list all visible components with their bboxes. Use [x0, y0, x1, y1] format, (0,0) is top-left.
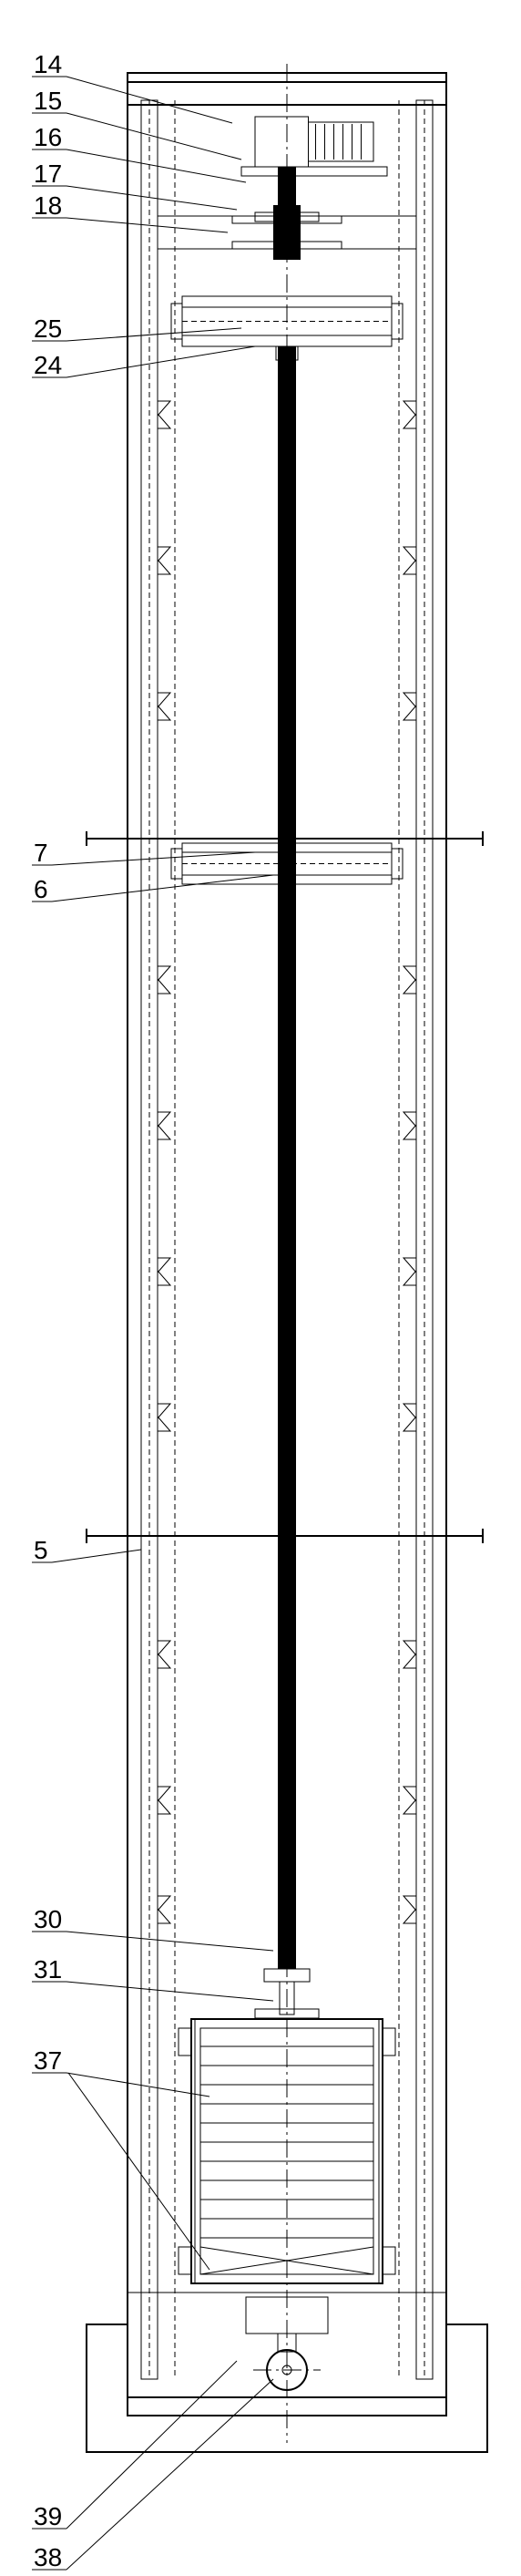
callout-18: 18 [34, 191, 62, 220]
main-rod [278, 346, 296, 1969]
engineering-drawing: 14 15 16 17 18 25 24 7 6 5 30 31 37 39 38 [0, 0, 521, 2576]
callout-16: 16 [34, 123, 62, 151]
callout-39: 39 [34, 2502, 62, 2530]
motor-assembly [241, 117, 387, 222]
callout-37: 37 [34, 2046, 62, 2075]
callout-38: 38 [34, 2543, 62, 2571]
callout-25: 25 [34, 314, 62, 343]
callout-24: 24 [34, 351, 62, 379]
callout-6: 6 [34, 875, 48, 903]
callout-31: 31 [34, 1955, 62, 1984]
pulley [158, 205, 416, 260]
callout-15: 15 [34, 87, 62, 115]
callout-7: 7 [34, 839, 48, 867]
callout-5: 5 [34, 1536, 48, 1564]
callout-30: 30 [34, 1905, 62, 1933]
callout-14: 14 [34, 50, 62, 78]
callout-labels: 14 15 16 17 18 25 24 7 6 5 30 31 37 39 38 [32, 50, 273, 2571]
callout-17: 17 [34, 160, 62, 188]
